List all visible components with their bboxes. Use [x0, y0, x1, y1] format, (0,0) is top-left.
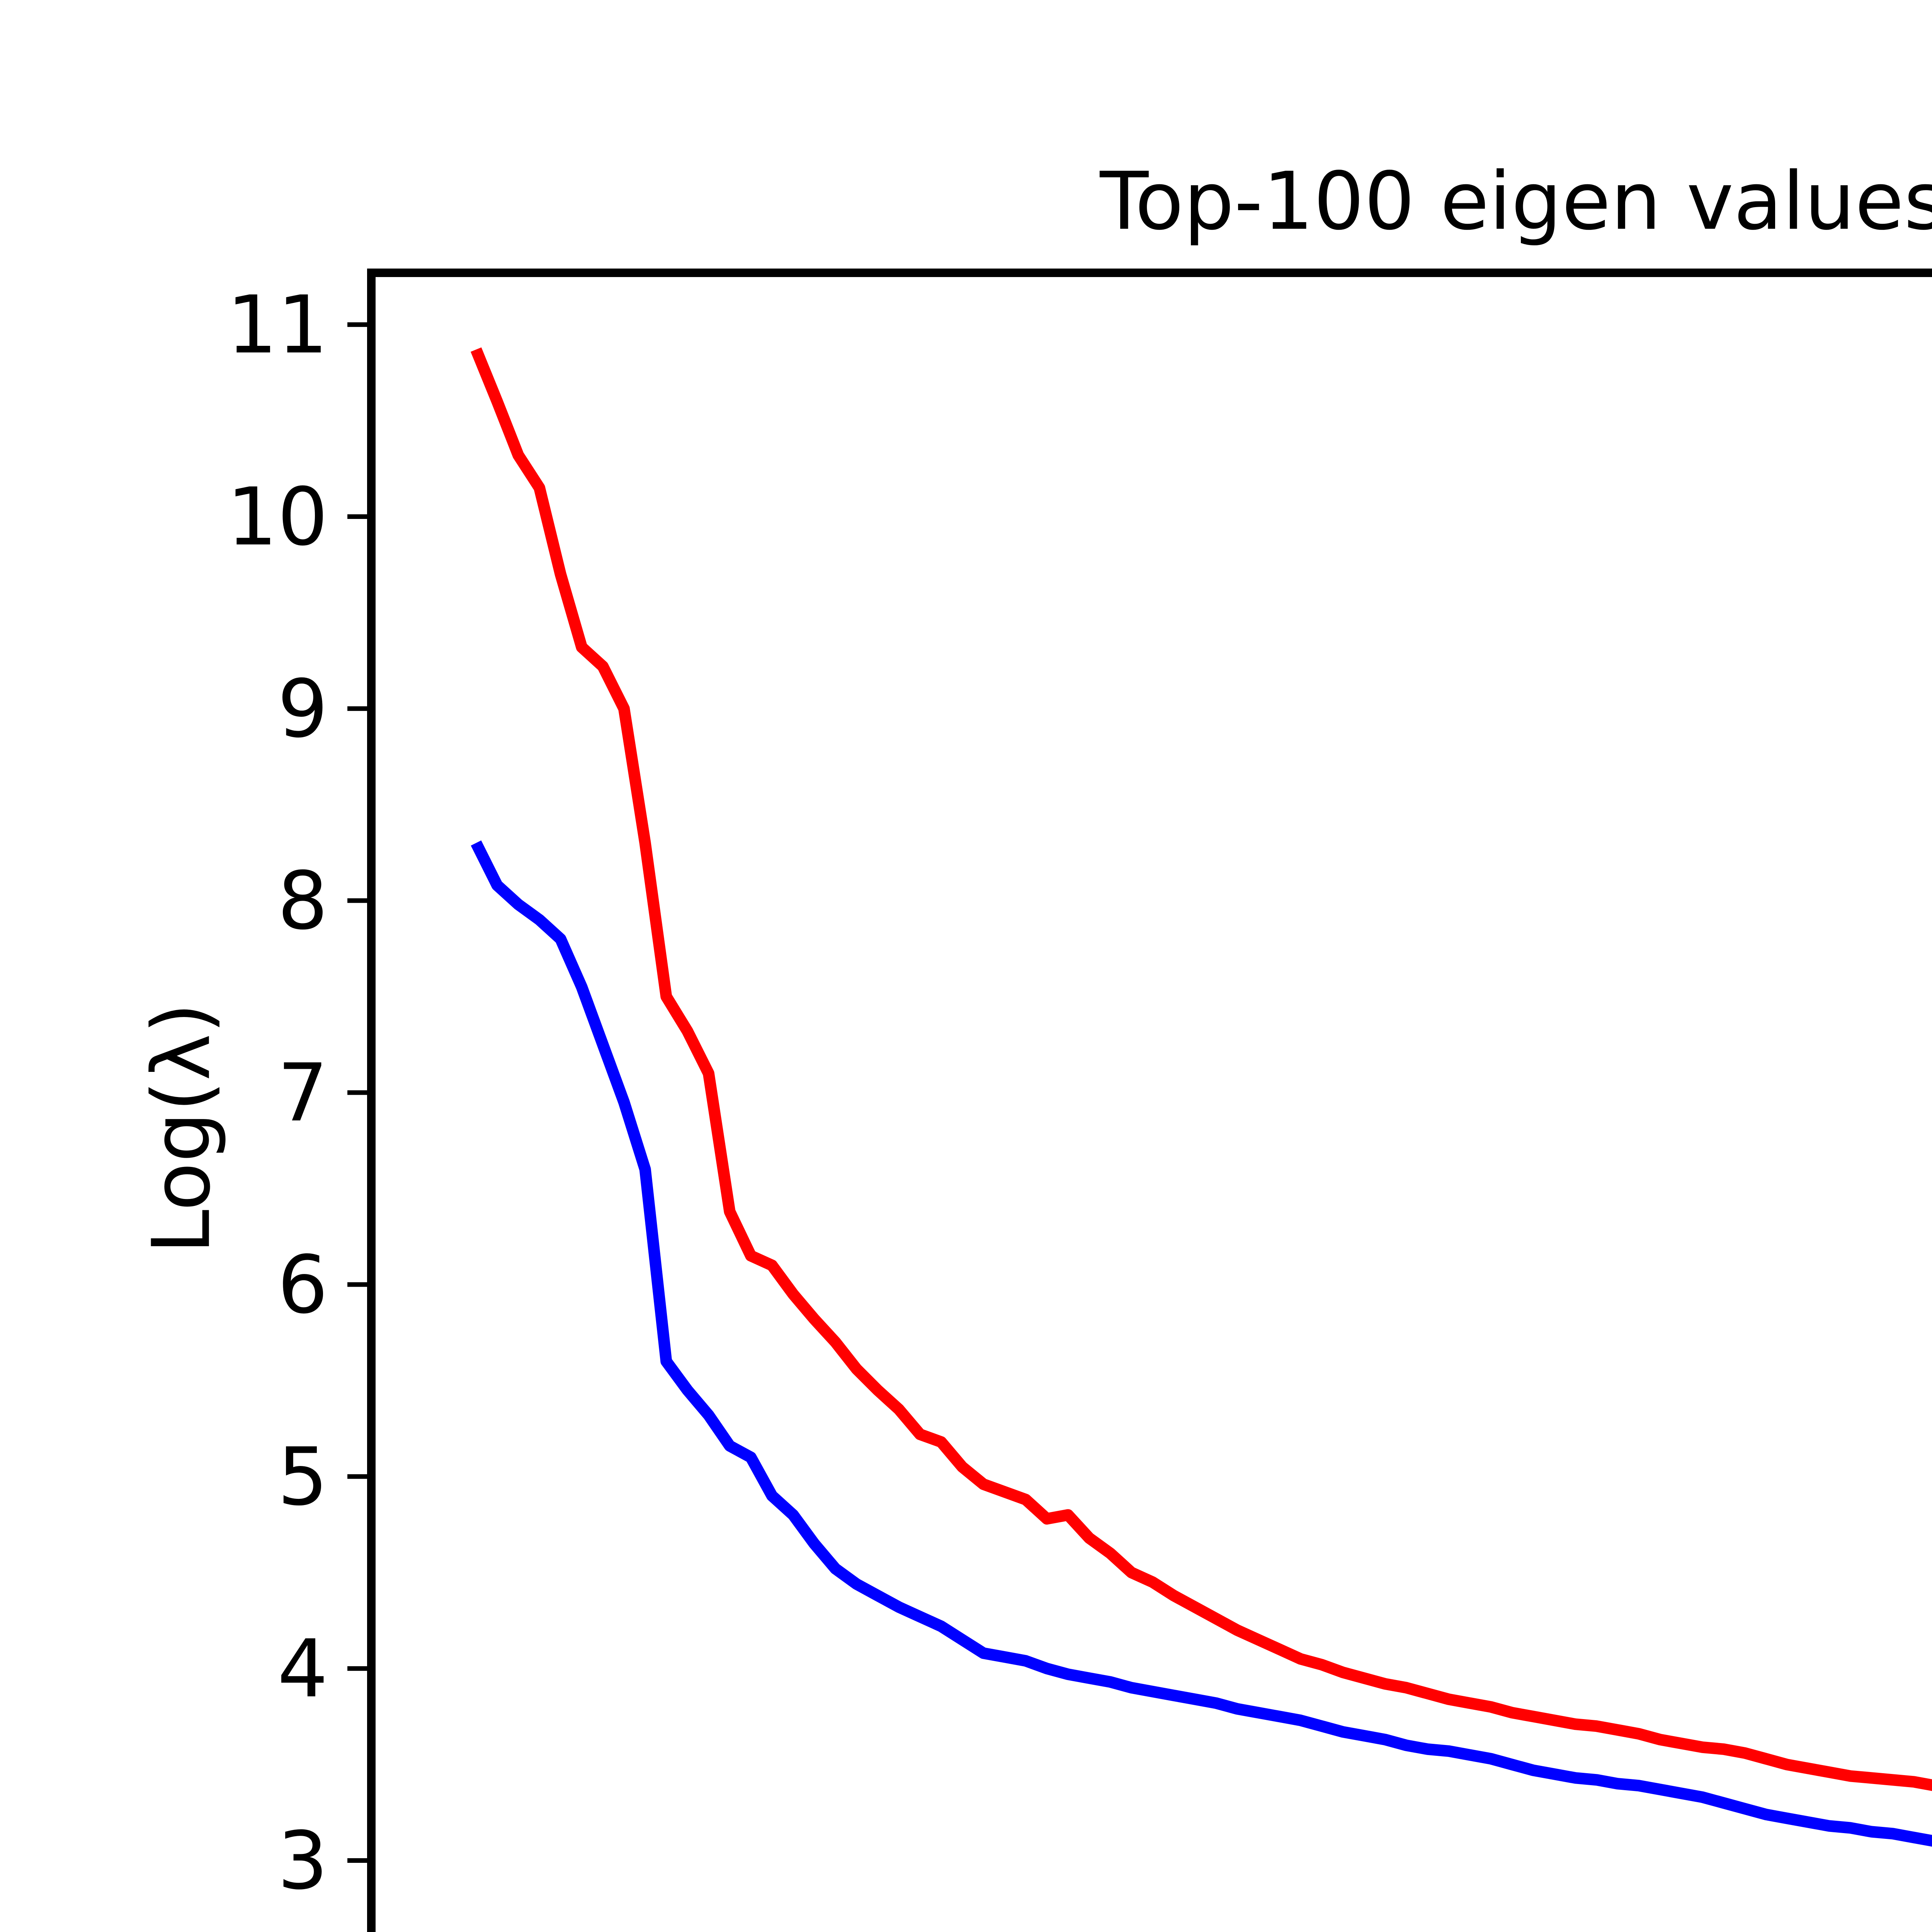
y-axis-label: Log(λ): [135, 1002, 228, 1254]
y-tick-label: 4: [277, 1622, 328, 1715]
y-tick-label: 5: [277, 1430, 328, 1523]
y-tick-label: 7: [277, 1047, 328, 1139]
plot-spines: [367, 269, 1932, 1932]
y-tick-label: 8: [277, 855, 328, 947]
chart-title: Top-100 eigen values: [1100, 155, 1932, 248]
y-tick-label: 10: [227, 471, 328, 563]
y-tick-label: 6: [277, 1238, 328, 1331]
y-tick-label: 9: [277, 663, 328, 755]
y-tick-label: 11: [227, 279, 328, 371]
series-line-rpn: [471, 347, 1932, 1791]
series-line-min12: [471, 840, 1932, 1847]
y-tick-label: 3: [277, 1815, 328, 1907]
